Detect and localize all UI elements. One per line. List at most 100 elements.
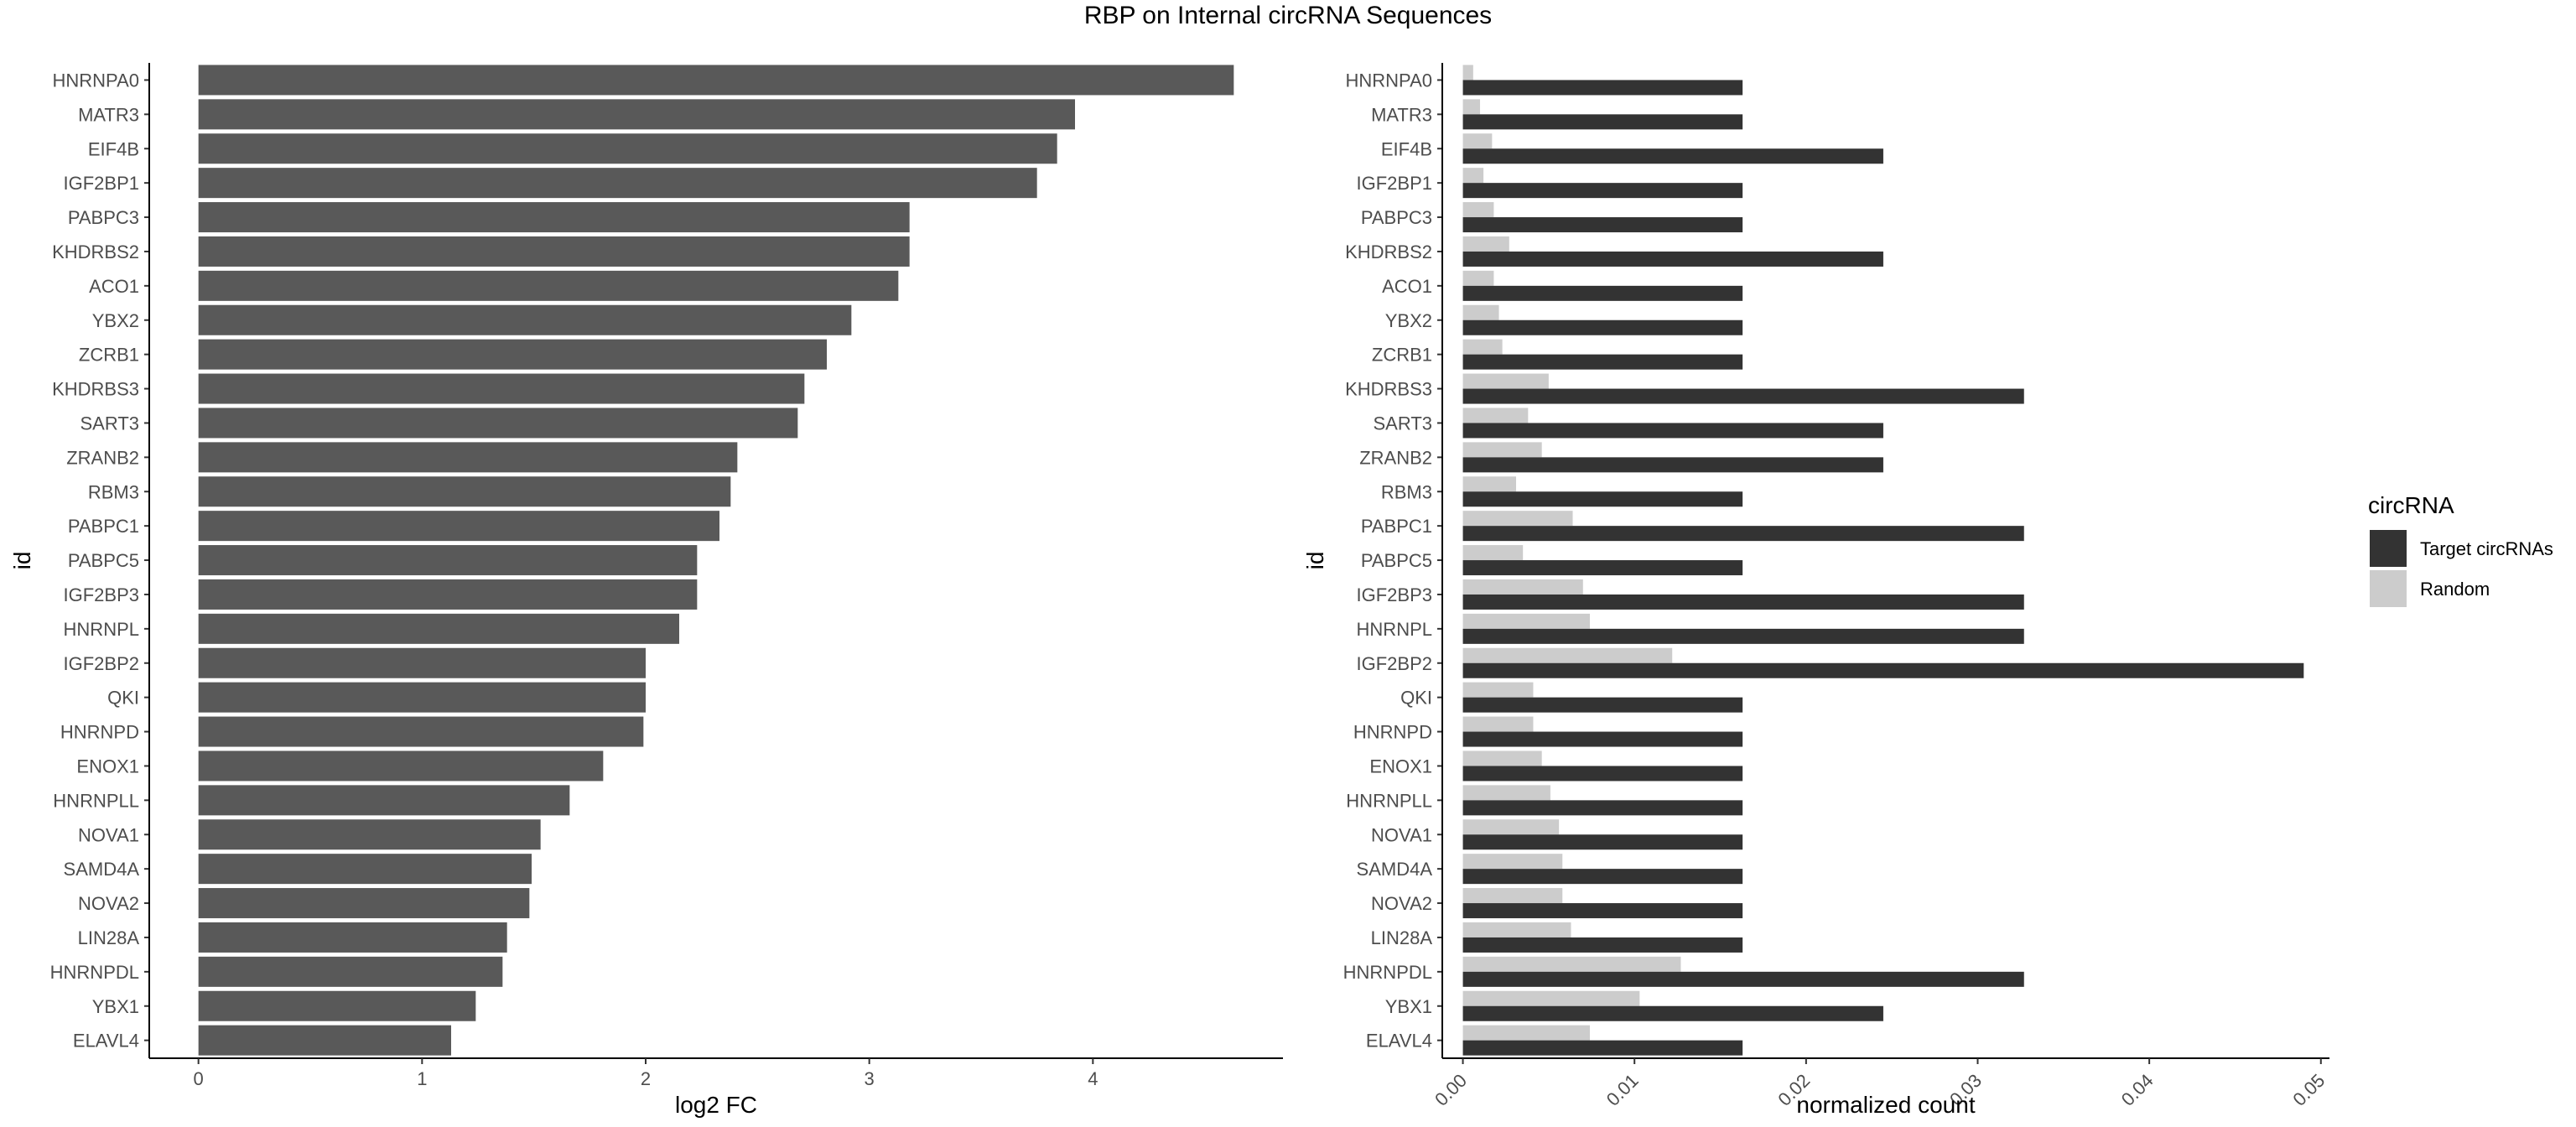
bar-random-pabpc5 [1462, 545, 1524, 561]
bar-target-hnrnpd [1462, 731, 1743, 747]
y-tick-label: RBM3 [1381, 481, 1432, 502]
x-tick-label: 0.04 [2117, 1070, 2158, 1110]
y-tick-label: SART3 [1373, 413, 1432, 434]
bar-target-aco1 [1462, 285, 1743, 301]
chart-title: RBP on Internal circRNA Sequences [1083, 2, 1493, 29]
bar-random-rbm3 [1462, 476, 1516, 492]
y-tick-label: ELAVL4 [73, 1031, 139, 1052]
right-grouped-bar-panel: HNRNPA0 MATR3 EIF4B IGF2BP1 PABPC3 KHDRBS2 ACO… [1302, 63, 2329, 1118]
bar-target-ybx2 [1462, 319, 1743, 335]
legend-label-random: Random [2420, 579, 2490, 600]
y-tick-label: QKI [107, 688, 139, 709]
y-tick-label: ZCRB1 [1372, 345, 1432, 366]
y-tick-label: YBX1 [1385, 996, 1432, 1017]
bar-target-zcrb1 [1462, 354, 1743, 370]
bar-random-qki [1462, 682, 1534, 698]
y-tick-label: IGF2BP2 [64, 653, 139, 674]
bar-random-igf2bp3 [1462, 579, 1583, 595]
legend-label-target: Target circRNAs [2420, 538, 2553, 559]
y-tick-label: IGF2BP1 [1357, 173, 1432, 194]
bar-nova2 [198, 888, 530, 919]
y-tick-label: RBM3 [88, 481, 139, 502]
y-tick-label: YBX2 [1385, 310, 1432, 331]
bar-aco1 [198, 270, 899, 301]
y-tick-label: HNRNPL [1357, 619, 1432, 640]
bar-target-khdrbs2 [1462, 251, 1883, 267]
bar-target-nova1 [1462, 834, 1743, 850]
y-tick-label: QKI [1400, 688, 1432, 709]
bar-target-pabpc3 [1462, 217, 1743, 233]
x-tick-label: 0.00 [1431, 1070, 1471, 1110]
y-tick-label: MATR3 [1371, 104, 1432, 125]
bar-target-igf2bp1 [1462, 183, 1743, 199]
bar-target-hnrnpdl [1462, 971, 2024, 987]
bar-eif4b [198, 133, 1057, 164]
y-tick-label: YBX2 [92, 310, 139, 331]
y-tick-label: ENOX1 [76, 756, 139, 776]
bar-target-zranb2 [1462, 457, 1883, 473]
y-tick-label: HNRNPLL [1346, 790, 1432, 811]
y-tick-label: SART3 [80, 413, 139, 434]
y-tick-label: HNRNPA0 [1345, 70, 1432, 91]
y-tick-label: YBX1 [92, 996, 139, 1017]
y-tick-label: KHDRBS2 [1345, 242, 1432, 262]
y-tick-label: HNRNPL [64, 619, 139, 640]
y-tick-label: LIN28A [78, 927, 140, 948]
y-tick-label: PABPC5 [1361, 550, 1432, 571]
bar-target-rbm3 [1462, 491, 1743, 507]
x-tick-label: 1 [417, 1068, 427, 1089]
bar-target-khdrbs3 [1462, 388, 2024, 404]
bar-random-pabpc1 [1462, 511, 1573, 527]
bar-random-enox1 [1462, 750, 1542, 766]
y-tick-label: SAMD4A [64, 859, 140, 880]
bar-nova1 [198, 819, 541, 850]
bar-target-sart3 [1462, 423, 1883, 439]
bar-hnrnpa0 [198, 65, 1234, 96]
y-tick-label: SAMD4A [1357, 859, 1433, 880]
bar-random-nova2 [1462, 888, 1563, 904]
bar-target-hnrnpll [1462, 800, 1743, 816]
bar-random-khdrbs3 [1462, 373, 1549, 389]
bar-target-nova2 [1462, 903, 1743, 919]
bar-target-pabpc5 [1462, 560, 1743, 576]
bar-target-samd4a [1462, 869, 1743, 885]
bar-random-hnrnpll [1462, 785, 1550, 801]
legend: circRNA Target circRNAs Random [2368, 492, 2553, 607]
y-tick-label: HNRNPD [1353, 722, 1432, 743]
bar-zcrb1 [198, 339, 827, 370]
y-tick-label: EIF4B [88, 138, 139, 159]
bar-pabpc1 [198, 511, 719, 542]
bar-random-sart3 [1462, 408, 1529, 423]
y-tick-label: PABPC1 [1361, 516, 1432, 537]
x-tick-label: 2 [641, 1068, 651, 1089]
y-tick-label: LIN28A [1371, 927, 1433, 948]
y-tick-label: NOVA1 [1371, 824, 1432, 845]
y-tick-label: PABPC5 [68, 550, 139, 571]
bar-sart3 [198, 408, 798, 439]
x-tick-label: 0.05 [2288, 1070, 2329, 1110]
y-tick-label: KHDRBS3 [52, 379, 139, 400]
bar-random-zranb2 [1462, 442, 1542, 458]
bar-ybx1 [198, 990, 476, 1021]
y-tick-label: KHDRBS3 [1345, 379, 1432, 400]
bar-target-igf2bp2 [1462, 662, 2304, 678]
bar-matr3 [198, 99, 1076, 130]
bar-random-aco1 [1462, 270, 1494, 286]
y-tick-label: MATR3 [78, 104, 139, 125]
bar-target-hnrnpa0 [1462, 80, 1743, 96]
bar-random-elavl4 [1462, 1025, 1590, 1041]
y-tick-label: IGF2BP1 [64, 173, 139, 194]
legend-title: circRNA [2368, 492, 2454, 518]
bar-igf2bp3 [198, 579, 698, 610]
y-tick-label: PABPC1 [68, 516, 139, 537]
bar-target-enox1 [1462, 766, 1743, 782]
y-tick-label: NOVA1 [78, 824, 139, 845]
bar-rbm3 [198, 476, 731, 507]
bar-lin28a [198, 922, 507, 953]
bar-pabpc5 [198, 545, 698, 576]
bar-pabpc3 [198, 202, 910, 233]
bar-random-zcrb1 [1462, 339, 1503, 355]
y-tick-label: HNRNPDL [1343, 962, 1432, 983]
bar-target-hnrnpl [1462, 628, 2024, 644]
legend-key-target [2370, 530, 2407, 567]
